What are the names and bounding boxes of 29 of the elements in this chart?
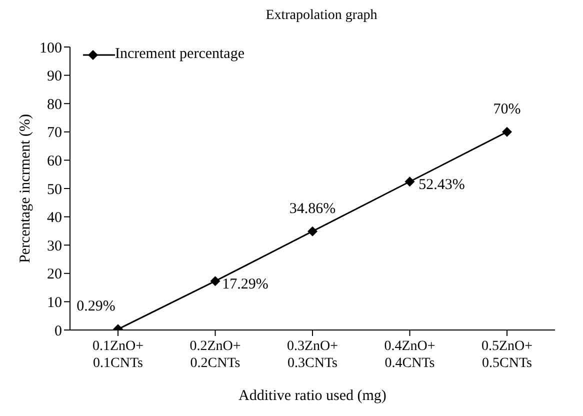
data-label: 17.29% (222, 276, 268, 293)
chart-title: Extrapolation graph (264, 8, 378, 24)
y-tick-label: 10 (47, 295, 62, 312)
point (404, 176, 415, 187)
y-tick-label: 80 (47, 96, 62, 113)
y-tick-label: 60 (47, 154, 62, 170)
x-axis-title: Additive ratio used (mg) (238, 388, 386, 404)
data-label: 52.43% (418, 177, 465, 194)
data-label: 0.29% (76, 298, 116, 315)
y-tick-label: 40 (47, 210, 62, 226)
data-label: 70% (493, 101, 521, 118)
x-tick-label: 0.3ZnO+ 0.3CNTs (286, 339, 338, 371)
point (308, 226, 318, 236)
y-tick-label: 0 (54, 323, 62, 340)
y-tick-label: 100 (40, 40, 62, 56)
y-axis-title: Percentage incrment (%) (17, 114, 34, 264)
y-tick-label: 20 (47, 266, 62, 283)
x-tick-label: 0.5ZnO+ 0.5CNTs (481, 339, 533, 371)
y-tick-label: 50 (47, 182, 62, 198)
x-tick-label: 0.2ZnO+ 0.2CNTs (190, 339, 241, 371)
legend-label: Increment percentage (115, 46, 244, 63)
point (210, 276, 220, 286)
x-tick-label: 0.1ZnO+ 0.1CNTs (92, 339, 144, 371)
y-tick-label: 30 (47, 238, 62, 254)
y-tick-label: 90 (47, 68, 62, 85)
x-tick-label: 0.4ZnO+ 0.4CNTs (384, 339, 436, 371)
data-label: 34.86% (289, 200, 336, 217)
y-tick-label: 70 (47, 125, 62, 142)
point (502, 126, 512, 137)
